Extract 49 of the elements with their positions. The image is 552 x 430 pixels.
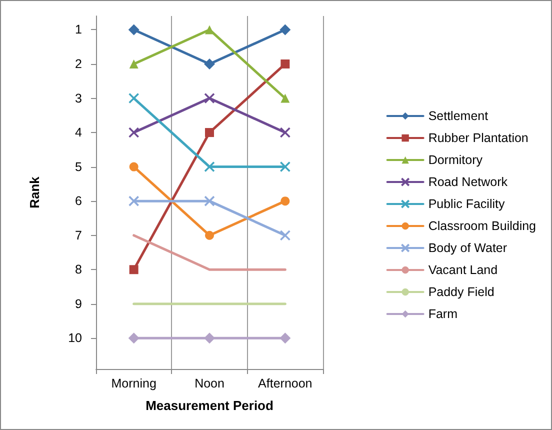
- legend-label: Settlement: [428, 109, 489, 123]
- legend-label: Dormitory: [428, 153, 484, 167]
- legend-label: Road Network: [428, 175, 508, 189]
- point: [205, 230, 214, 240]
- x-tick-label: Morning: [111, 376, 156, 390]
- legend-label: Body of Water: [428, 241, 508, 255]
- legend-label: Vacant Land: [428, 263, 498, 277]
- x-tick-label: Noon: [194, 376, 224, 390]
- y-tick-label: 3: [75, 91, 82, 106]
- point: [280, 161, 291, 172]
- legend-label: Public Facility: [428, 197, 506, 211]
- y-axis-title: Rank: [27, 176, 42, 208]
- point: [280, 230, 291, 241]
- y-tick-label: 2: [75, 56, 82, 71]
- y-tick-label: 9: [75, 296, 82, 311]
- x-tick-label: Afternoon: [258, 376, 312, 390]
- y-tick-label: 7: [75, 228, 82, 242]
- y-tick-label: 5: [75, 160, 82, 174]
- point: [129, 162, 138, 172]
- legend-label: Classroom Building: [428, 219, 536, 233]
- y-tick-label: 1: [75, 22, 82, 37]
- legend-label: Paddy Field: [428, 285, 494, 299]
- point: [128, 332, 140, 344]
- y-tick-label: 6: [75, 194, 82, 208]
- point: [205, 25, 214, 34]
- legend-label: Farm: [428, 307, 458, 321]
- point: [204, 332, 215, 344]
- point: [128, 196, 140, 206]
- point: [204, 196, 215, 206]
- point: [128, 127, 140, 138]
- point: [128, 92, 140, 104]
- point: [204, 58, 215, 70]
- point: [280, 59, 290, 68]
- y-tick-label: 8: [75, 262, 82, 277]
- point: [280, 127, 291, 138]
- point: [280, 24, 291, 36]
- point: [128, 24, 140, 36]
- legend-label: Rubber Plantation: [428, 131, 528, 145]
- x-axis-title: Measurement Period: [146, 398, 274, 413]
- point: [280, 94, 290, 103]
- y-tick-label: 4: [75, 126, 82, 140]
- point: [204, 161, 215, 172]
- point: [280, 196, 290, 206]
- point: [280, 332, 291, 344]
- y-tick-label: 10: [68, 331, 82, 346]
- point: [129, 59, 138, 68]
- point: [204, 92, 215, 104]
- point: [205, 128, 214, 138]
- point: [129, 265, 138, 274]
